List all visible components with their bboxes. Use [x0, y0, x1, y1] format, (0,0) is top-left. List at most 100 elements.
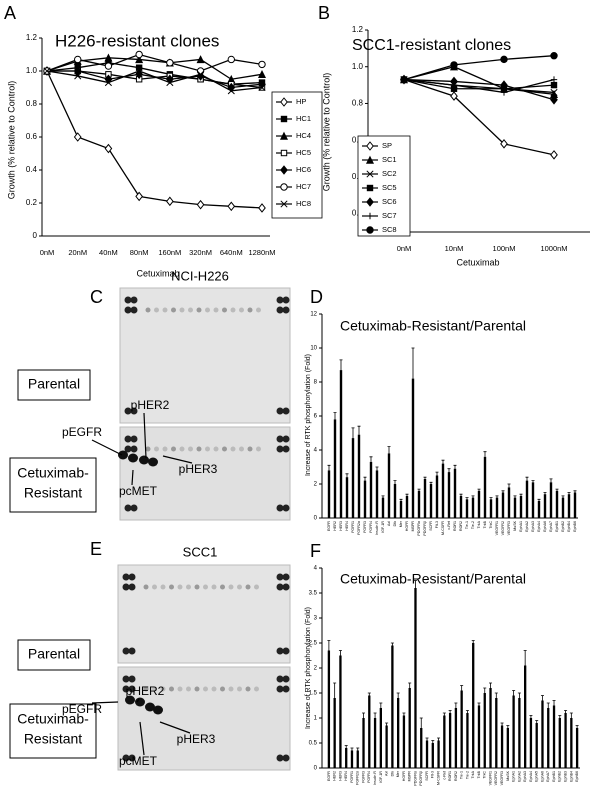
- bar: [385, 725, 388, 768]
- x-tick-label: c-Ret: [447, 521, 451, 530]
- blot-spot: [211, 686, 217, 692]
- error-bar: [402, 712, 406, 716]
- label-box: [17, 639, 91, 671]
- blot-spot: [205, 307, 210, 313]
- x-tick-label: FGFR1: [350, 771, 354, 783]
- bar: [387, 453, 391, 518]
- x-tick-label: Dtk: [393, 521, 397, 527]
- blot-spot: [203, 686, 208, 692]
- error-bar: [552, 700, 556, 706]
- error-bar: [453, 464, 457, 469]
- blot-spot: [239, 307, 244, 313]
- y-tick-label: 0.5: [309, 741, 318, 747]
- x-tick-label: 160nM: [158, 248, 181, 257]
- legend-label: SC2: [382, 169, 397, 178]
- annotation-arrow: [139, 721, 145, 756]
- error-bar: [396, 692, 400, 698]
- error-bar: [381, 495, 385, 498]
- legend-label: HC1: [296, 114, 311, 123]
- panel-letter: E: [90, 539, 102, 559]
- y-axis-label: Growth (% relative to Control): [6, 81, 16, 200]
- blot-spot: [145, 446, 151, 452]
- bar: [356, 750, 359, 768]
- blot-parental: [117, 564, 291, 664]
- x-tick-label: EphA6: [540, 771, 544, 782]
- error-bar: [448, 710, 452, 713]
- data-point: [258, 83, 266, 92]
- annotation: pHER2: [131, 398, 170, 412]
- bar: [483, 693, 486, 768]
- blot-spot: [177, 686, 183, 692]
- error-bar: [537, 498, 541, 501]
- data-point: [257, 69, 267, 78]
- blot-spot: [122, 675, 130, 683]
- legend-marker: [279, 131, 289, 140]
- x-tick-label: EphA2: [525, 521, 529, 532]
- error-bar: [540, 695, 544, 701]
- blot-spot: [128, 583, 136, 591]
- x-tick-label: ROR2: [454, 771, 458, 781]
- data-point: [196, 67, 205, 75]
- error-bar: [561, 495, 565, 498]
- blot-spot: [171, 446, 176, 452]
- bar: [402, 715, 406, 768]
- data-point: [400, 75, 408, 84]
- error-bar: [393, 480, 397, 484]
- error-bar: [385, 722, 389, 726]
- x-tick-label: SCFR: [425, 771, 429, 781]
- x-tick-label: EphA7: [546, 771, 550, 782]
- series-line: [403, 55, 555, 81]
- data-point: [104, 78, 112, 87]
- error-bar: [471, 640, 475, 643]
- error-bar: [531, 480, 535, 483]
- x-tick-label: HER4: [345, 521, 349, 531]
- x-tick-label: TrkA: [477, 520, 481, 528]
- chart-title: H226-resistant clones: [55, 31, 219, 50]
- x-tick-label: EphA4: [537, 521, 541, 532]
- bar: [357, 434, 361, 518]
- blot-spot: [186, 584, 191, 590]
- x-tick-label: Axl: [385, 771, 389, 776]
- x-tick-label: HER2: [333, 771, 337, 781]
- error-bar: [558, 715, 562, 718]
- x-tick-label: FGFR1: [351, 521, 355, 533]
- bar: [441, 463, 445, 518]
- blot-spot: [196, 307, 202, 313]
- data-point: [500, 55, 508, 64]
- x-tick-label: EphB4: [569, 771, 573, 782]
- blot-spot: [230, 307, 236, 313]
- data-point: [73, 132, 82, 142]
- y-tick-label: 3.5: [309, 591, 318, 597]
- blot-resistant: [117, 666, 291, 771]
- legend-marker: [366, 197, 374, 207]
- data-point: [500, 89, 508, 96]
- error-bar: [564, 710, 568, 713]
- blot-spot: [282, 675, 290, 683]
- blot-spot: [171, 307, 176, 313]
- blot-spot: [194, 686, 200, 692]
- x-tick-label: EphA1: [512, 771, 516, 782]
- blot-spot: [222, 307, 227, 313]
- bar: [437, 740, 440, 768]
- blot-spot: [245, 686, 251, 692]
- y-tick-label: 12: [310, 312, 317, 318]
- data-point: [135, 55, 144, 64]
- x-tick-label: ROR1: [453, 521, 457, 531]
- resistant-label: Resistant: [24, 485, 82, 501]
- blot-spot: [230, 446, 236, 452]
- annotation: pcMET: [119, 754, 158, 768]
- bar: [454, 708, 458, 768]
- x-tick-label: EphA5: [535, 771, 539, 782]
- bar: [345, 748, 348, 768]
- x-tick-label: EphA4: [529, 771, 533, 782]
- error-bar: [408, 682, 412, 688]
- parental-label: Parental: [28, 376, 80, 392]
- x-tick-label: VEGFR2: [494, 771, 498, 785]
- error-bar: [465, 710, 469, 713]
- error-bar: [441, 459, 445, 464]
- blot-spot: [282, 754, 290, 762]
- blot-spot: [276, 675, 284, 683]
- x-tick-label: PDGFRβ: [423, 521, 427, 536]
- legend-marker: [280, 115, 288, 123]
- blot-spot: [124, 296, 132, 304]
